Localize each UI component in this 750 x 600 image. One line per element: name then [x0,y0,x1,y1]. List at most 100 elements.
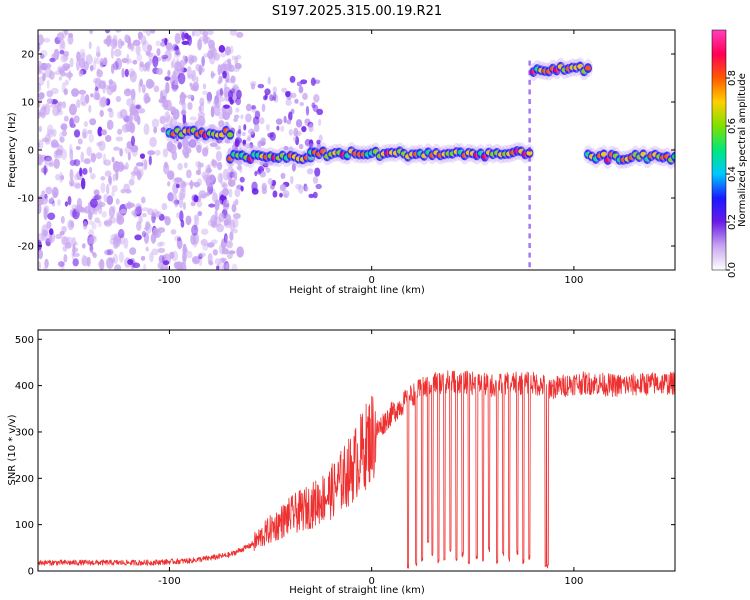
spectrogram-noise-cell [175,46,180,56]
spectrogram-noise-cell [304,138,311,147]
spectrogram-noise-cell [141,230,146,238]
spectrogram-noise-cell [196,178,203,186]
spectrogram-noise-cell [46,129,55,138]
spectrogram-noise-cell [38,203,42,214]
spectrogram-noise-cell [182,201,186,211]
spectrogram-noise-cell [233,117,238,123]
spectrogram-noise-cell [179,210,184,222]
spectrogram-noise-cell [82,167,88,175]
spectrogram-noise-cell [212,192,218,203]
spectrogram-noise-cell [231,203,237,213]
spectrogram-noise-cell [208,260,214,266]
spectrogram-ridge-core [585,65,592,71]
spectrogram-ridge-core [600,151,607,157]
spectrogram-noise-cell [143,92,150,105]
spectrogram-noise-cell [219,173,223,185]
spectrogram-noise-cell [43,105,47,111]
spectrogram-noise-cell [265,123,270,131]
spectrogram-noise-cell [109,257,116,263]
spectrogram-noise-cell [229,30,238,36]
spectrogram-noise-cell [154,211,162,217]
spectrogram-transition-cell [528,262,531,268]
spectrogram-noise-cell [39,53,45,59]
spectrogram-noise-cell [236,89,242,100]
spectrogram-noise-cell [237,128,242,135]
spectrogram-noise-cell [89,118,97,126]
spectrogram-noise-cell [92,60,97,71]
spectrogram-noise-cell [250,80,257,87]
spectrogram-noise-cell [57,198,61,207]
snr-y-tick-label: 400 [15,381,34,392]
spectrogram-ridge-core [672,154,675,160]
spectrogram-noise-cell [169,251,175,259]
spectrogram-noise-cell [239,176,245,183]
spectrogram-noise-cell [210,70,215,79]
spectrogram-noise-cell [126,98,134,107]
spectrogram-noise-cell [165,81,170,94]
spectrogram-noise-cell [112,173,116,182]
spectrogram-noise-cell [108,176,113,186]
spectrogram-noise-cell [242,139,247,145]
spectrogram-noise-cell [63,88,68,96]
spectrogram-noise-cell [312,191,318,199]
spectrogram-noise-cell [283,145,289,151]
spectrogram-noise-cell [154,149,161,156]
spectrogram-noise-cell [238,249,243,257]
spectrogram-noise-cell [182,254,187,266]
spectrogram-noise-cell [286,119,292,125]
spectrogram-noise-cell [125,121,134,133]
spectrogram-noise-cell [157,261,164,270]
spectrogram-x-axis-label: Height of straight line (km) [289,285,425,296]
snr-x-tick-label: 100 [564,576,583,587]
spectrogram-noise-cell [157,227,166,233]
spectrogram-noise-cell [216,265,220,270]
spectrogram-noise-cell [184,248,189,254]
spectrogram-noise-cell [143,232,150,244]
spectrogram-noise-cell [193,220,197,231]
spectrogram-noise-cell [234,198,239,206]
spectrogram-ridge-core [227,132,234,138]
spectrogram-noise-cell [222,168,230,181]
spectrogram-y-ticks: -20 -10 0 10 20 [18,50,675,253]
spectrogram-noise-cell [96,69,104,78]
spectrogram-noise-cell [208,203,216,208]
spectrogram-noise-cell [127,42,134,50]
spectrogram-noise-cell [172,70,176,82]
spectrogram-noise-cell [251,106,257,113]
spectrogram-noise-cell [195,63,201,72]
spectrogram-noise-cell [136,221,142,231]
spectrogram-noise-cell [139,61,144,68]
spectrogram-noise-cell [186,66,192,78]
spectrogram-noise-cell [136,168,144,178]
spectrogram-noise-cell [130,135,136,146]
spectrogram-noise-cell [188,139,197,148]
spectrogram-noise-cell [182,137,189,149]
spectrogram-noise-cell [114,161,121,169]
spectrogram-noise-cell [193,30,202,37]
spectrogram-noise-cell [101,129,107,136]
spectrogram-noise-cell [226,251,233,260]
spectrogram-noise-cell [167,69,171,77]
spectrogram-noise-cell [182,147,189,157]
spectrogram-y-axis-label: Frequency (Hz) [7,112,18,188]
spectrogram-noise-cell [302,92,308,101]
spectrogram-noise-cell [61,225,67,233]
spectrogram-noise-cell [296,81,303,87]
spectrogram-noise-cell [167,170,175,181]
spectrogram-noise-cell [190,55,198,63]
spectrogram-noise-cell [170,106,177,114]
spectrogram-noise-cell [171,84,180,90]
spectrogram-noise-cell [107,107,113,112]
spectrogram-noise-cell [206,180,213,188]
spectrogram-noise-cell [209,123,216,130]
spectrogram-noise-cell [221,258,225,264]
spectrogram-noise-cell [186,169,192,179]
spectrogram-noise-cell [123,237,129,249]
spectrogram-noise-cell [267,177,273,185]
spectrogram-noise-cell [207,164,211,174]
spectrogram-noise-cell [288,128,293,136]
spectrogram-noise-cell [103,193,108,203]
spectrogram-noise-cell [41,190,46,196]
spectrogram-noise-cell [253,123,260,133]
